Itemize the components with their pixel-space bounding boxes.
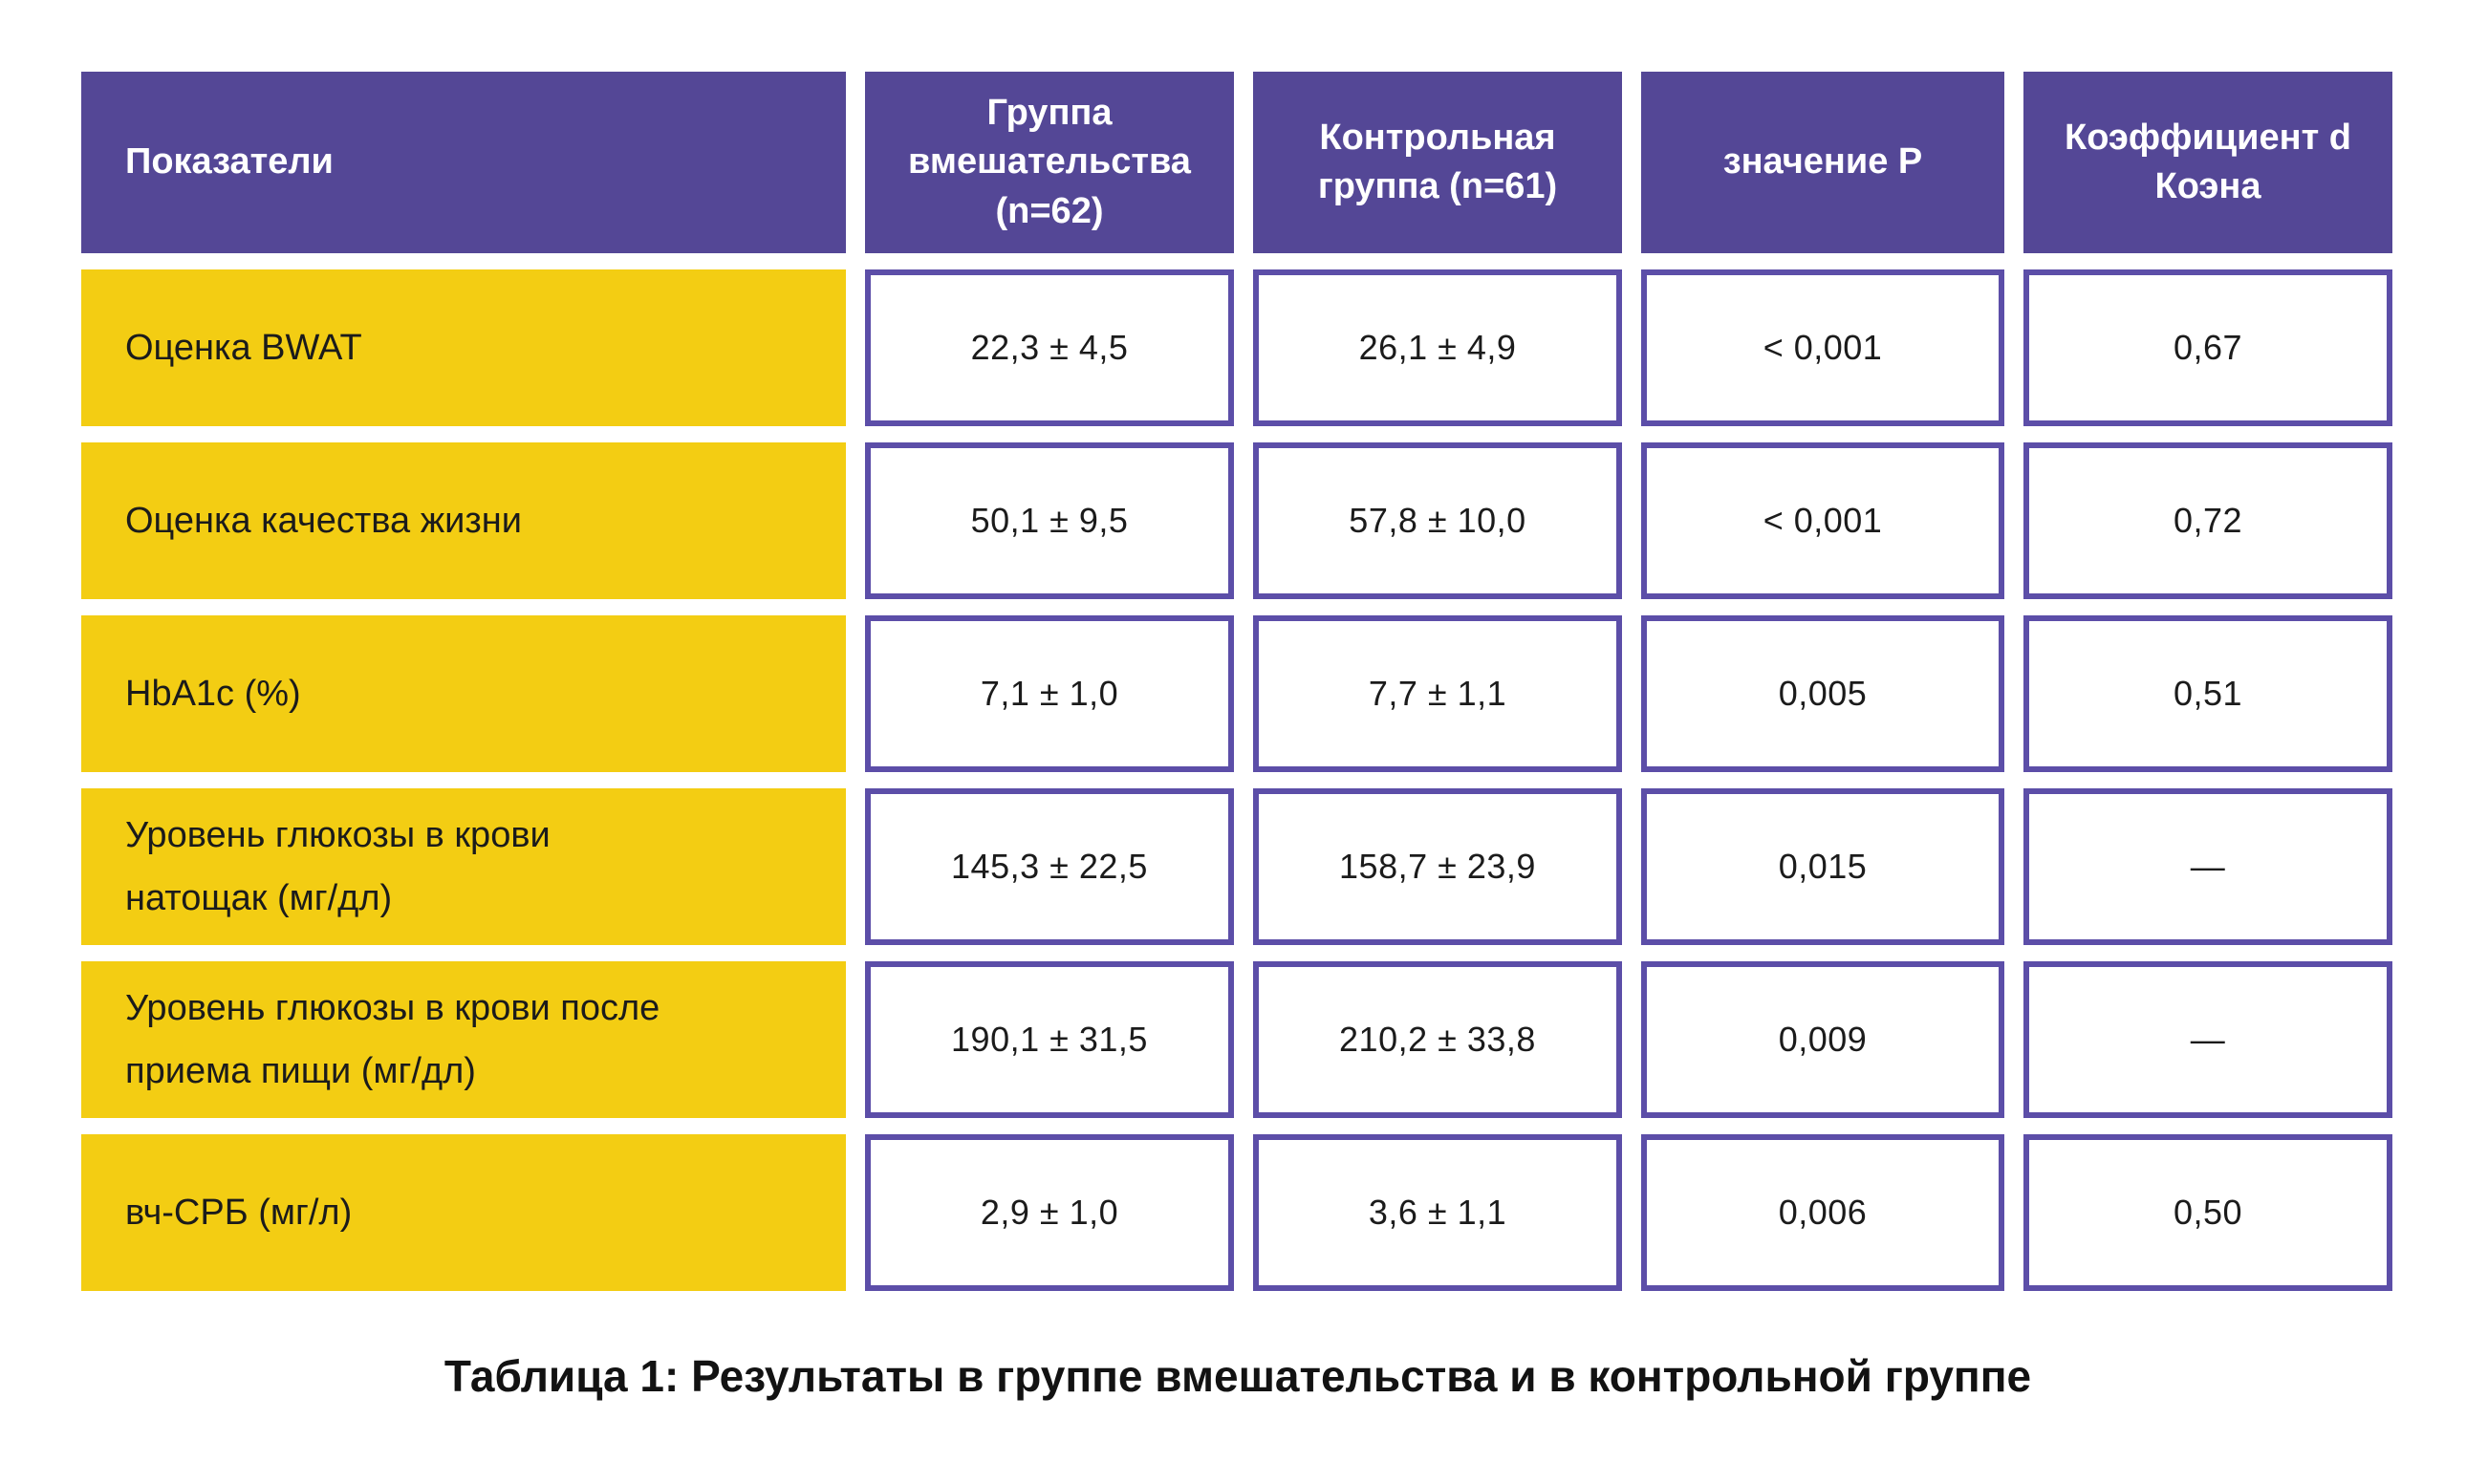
value-cell-control: 26,1 ± 4,9 (1253, 269, 1622, 426)
row-label-cell: Оценка BWAT (81, 269, 846, 426)
value-cell-p: 0,009 (1641, 961, 2004, 1118)
header-cell-control-group: Контрольная группа (n=61) (1253, 72, 1622, 253)
value-cell-cohens-d: 0,67 (2023, 269, 2392, 426)
value-cell-intervention: 50,1 ± 9,5 (865, 442, 1234, 599)
value-cell-cohens-d: 0,50 (2023, 1134, 2392, 1291)
header-cell-intervention-group: Группа вмешательства (n=62) (865, 72, 1234, 253)
value-cell-cohens-d: — (2023, 788, 2392, 945)
value-cell-cohens-d: 0,72 (2023, 442, 2392, 599)
row-label-cell: вч-СРБ (мг/л) (81, 1134, 846, 1291)
row-label-cell: Оценка качества жизни (81, 442, 846, 599)
value-cell-control: 7,7 ± 1,1 (1253, 615, 1622, 772)
value-cell-intervention: 190,1 ± 31,5 (865, 961, 1234, 1118)
row-label-cell: Уровень глюкозы в крови после приема пищ… (81, 961, 846, 1118)
value-cell-control: 57,8 ± 10,0 (1253, 442, 1622, 599)
value-cell-intervention: 7,1 ± 1,0 (865, 615, 1234, 772)
results-table-figure: Показатели Группа вмешательства (n=62) К… (81, 72, 2394, 1402)
header-cell-indicators: Показатели (81, 72, 846, 253)
value-cell-intervention: 2,9 ± 1,0 (865, 1134, 1234, 1291)
value-cell-control: 3,6 ± 1,1 (1253, 1134, 1622, 1291)
value-cell-intervention: 145,3 ± 22,5 (865, 788, 1234, 945)
value-cell-control: 158,7 ± 23,9 (1253, 788, 1622, 945)
header-cell-p-value: значение P (1641, 72, 2004, 253)
row-label-cell: HbA1c (%) (81, 615, 846, 772)
table-caption: Таблица 1: Результаты в группе вмешатель… (443, 1351, 2032, 1401)
results-table: Показатели Группа вмешательства (n=62) К… (81, 72, 2394, 1291)
value-cell-intervention: 22,3 ± 4,5 (865, 269, 1234, 426)
value-cell-p: 0,006 (1641, 1134, 2004, 1291)
header-cell-cohens-d: Коэффициент d Коэна (2023, 72, 2392, 253)
value-cell-cohens-d: — (2023, 961, 2392, 1118)
value-cell-cohens-d: 0,51 (2023, 615, 2392, 772)
value-cell-control: 210,2 ± 33,8 (1253, 961, 1622, 1118)
row-label-cell: Уровень глюкозы в крови натощак (мг/дл) (81, 788, 846, 945)
value-cell-p: < 0,001 (1641, 442, 2004, 599)
value-cell-p: 0,015 (1641, 788, 2004, 945)
value-cell-p: < 0,001 (1641, 269, 2004, 426)
value-cell-p: 0,005 (1641, 615, 2004, 772)
